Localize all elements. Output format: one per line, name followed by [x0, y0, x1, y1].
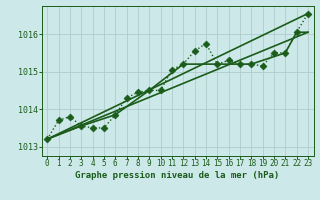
X-axis label: Graphe pression niveau de la mer (hPa): Graphe pression niveau de la mer (hPa) — [76, 171, 280, 180]
